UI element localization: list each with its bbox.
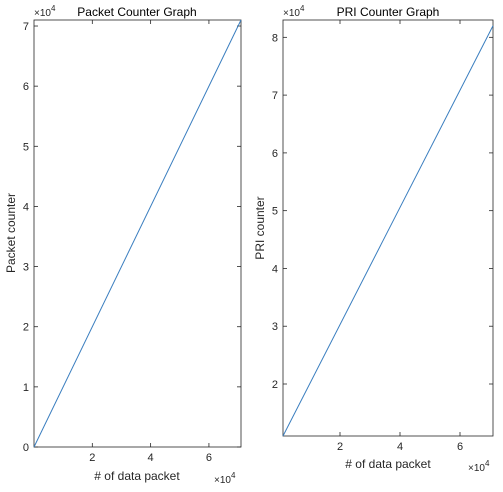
pri-counter-title: PRI Counter Graph bbox=[337, 5, 440, 19]
pri-counter-xtick-label: 4 bbox=[397, 441, 403, 453]
packet-counter-panel: Packet Counter Graph ×104 2 4 6 0 1 2 3 4 5 6 7 Pa… bbox=[4, 4, 242, 486]
pri-counter-ylabel: PRI counter bbox=[253, 196, 267, 259]
packet-counter-ytick-label: 5 bbox=[23, 141, 29, 153]
pri-counter-ytick-label: 5 bbox=[272, 206, 278, 218]
pri-counter-plot-box bbox=[282, 19, 494, 437]
packet-counter-ytick-label: 1 bbox=[23, 382, 29, 394]
packet-counter-xtick-label: 2 bbox=[89, 452, 95, 464]
pri-counter-x-multiplier: ×104 bbox=[468, 459, 490, 474]
packet-counter-ytick-label: 2 bbox=[23, 322, 29, 334]
packet-counter-xlabel: # of data packet bbox=[94, 469, 180, 483]
packet-counter-ylabel: Packet counter bbox=[4, 193, 18, 273]
packet-counter-x-multiplier: ×104 bbox=[214, 471, 236, 486]
pri-counter-ytick-label: 8 bbox=[272, 32, 278, 44]
pri-counter-y-multiplier: ×104 bbox=[283, 4, 305, 19]
packet-counter-y-multiplier: ×104 bbox=[34, 4, 56, 19]
pri-counter-xlabel: # of data packet bbox=[345, 457, 431, 471]
packet-counter-ytick-label: 3 bbox=[23, 262, 29, 274]
pri-counter-ytick-label: 2 bbox=[272, 379, 278, 391]
pri-counter-ytick-label: 3 bbox=[272, 321, 278, 333]
packet-counter-title: Packet Counter Graph bbox=[77, 5, 196, 19]
packet-counter-ytick-label: 7 bbox=[23, 21, 29, 33]
pri-counter-ytick-label: 7 bbox=[272, 90, 278, 102]
packet-counter-marks: 2 4 6 0 1 2 3 4 5 6 7 bbox=[23, 19, 242, 464]
packet-counter-plot-box bbox=[33, 19, 242, 448]
packet-counter-series-line bbox=[33, 19, 242, 448]
pri-counter-panel: PRI Counter Graph ×104 2 4 6 2 3 4 5 6 7 8 PRI co… bbox=[253, 4, 494, 474]
pri-counter-xtick-label: 6 bbox=[457, 441, 463, 453]
pri-counter-series-line bbox=[282, 25, 494, 437]
pri-counter-ytick-label: 6 bbox=[272, 148, 278, 160]
packet-counter-ytick-label: 0 bbox=[23, 442, 29, 454]
pri-counter-marks: 2 4 6 2 3 4 5 6 7 8 bbox=[272, 20, 494, 453]
packet-counter-xtick-label: 4 bbox=[148, 452, 154, 464]
pri-counter-xtick-label: 2 bbox=[337, 441, 343, 453]
packet-counter-ytick-label: 4 bbox=[23, 201, 29, 213]
packet-counter-xtick-label: 6 bbox=[206, 452, 212, 464]
packet-counter-ytick-label: 6 bbox=[23, 81, 29, 93]
pri-counter-ytick-label: 4 bbox=[272, 263, 278, 275]
